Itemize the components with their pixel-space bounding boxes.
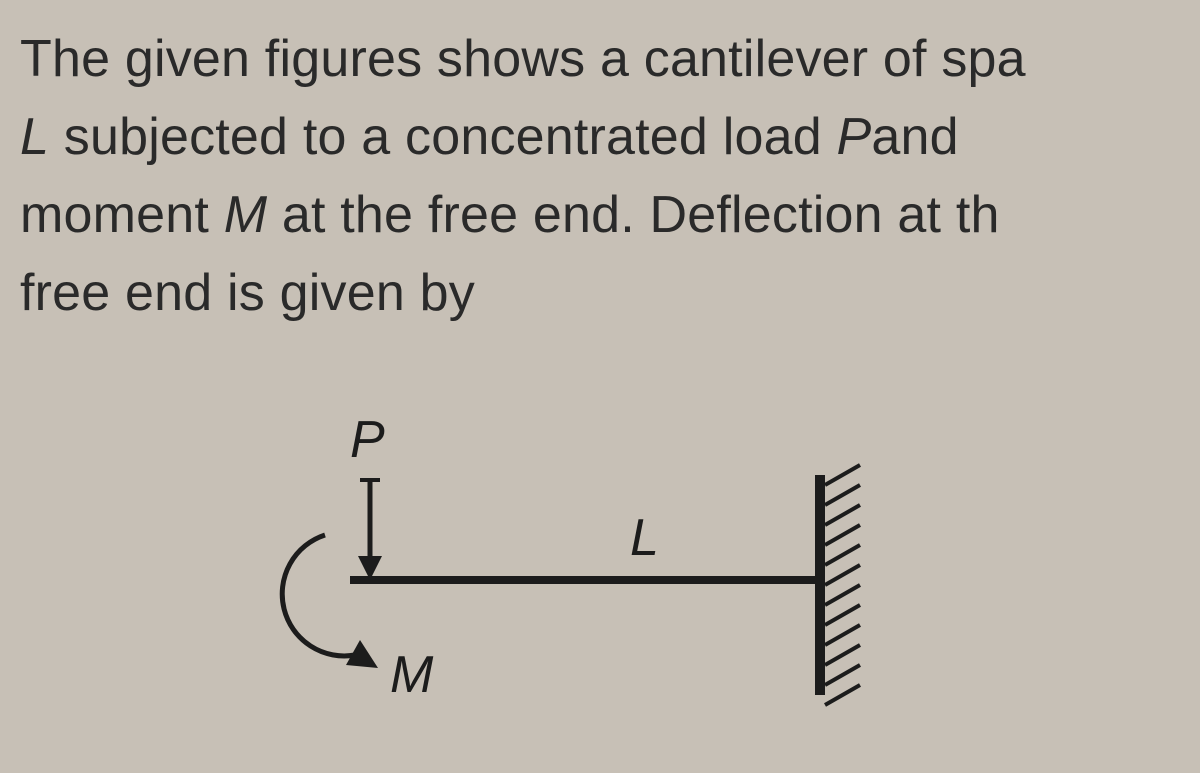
page-root: The given figures shows a cantilever of … [0, 0, 1200, 773]
label-M: M [390, 645, 433, 705]
question-text: The given figures shows a cantilever of … [20, 20, 1190, 332]
label-L: L [630, 508, 659, 568]
line1: The given figures shows a cantilever of … [20, 30, 1026, 88]
line2-mid: subjected to a concentrated load [49, 108, 836, 166]
moment-arc [282, 535, 355, 656]
line4: free end is given by [20, 264, 475, 322]
line2-var-P: P [836, 108, 871, 166]
label-P: P [350, 410, 385, 470]
line3-start: moment [20, 186, 224, 244]
line2-var-L: L [20, 108, 49, 166]
support-hatching [825, 465, 860, 705]
line3-var-M: M [224, 186, 268, 244]
cantilever-diagram: P L M [260, 390, 940, 750]
line3-end: at the free end. Deflection at th [267, 186, 999, 244]
line2-end: and [871, 108, 958, 166]
